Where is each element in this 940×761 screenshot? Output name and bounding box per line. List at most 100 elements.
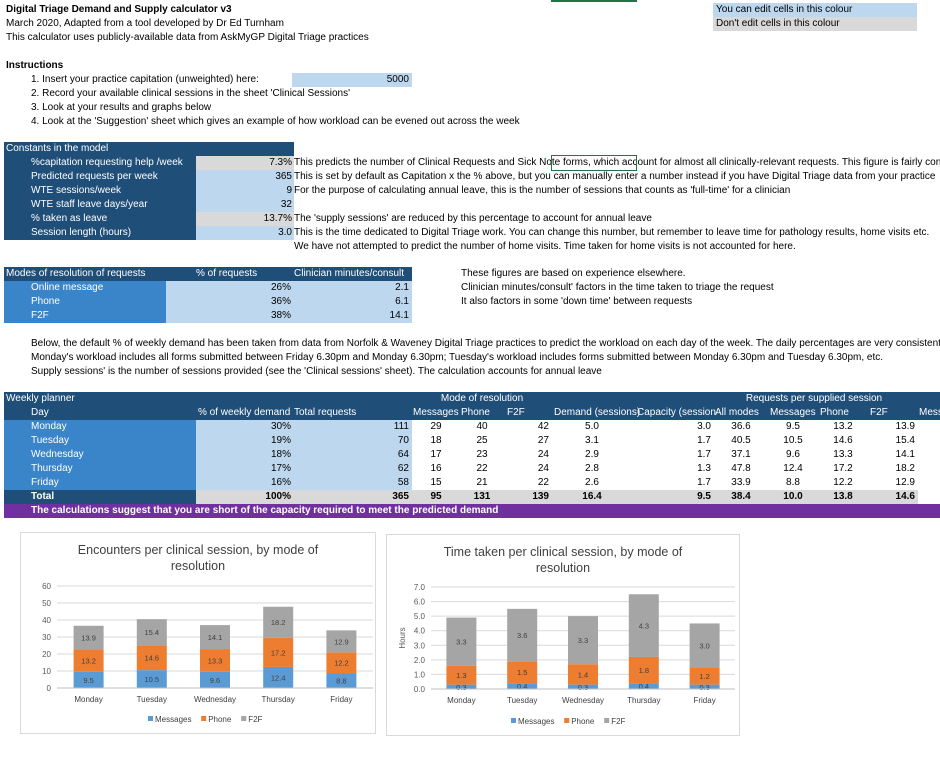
planner-cell-pct: 100% [196, 490, 294, 504]
bar-segment [568, 616, 598, 665]
planner-cell-msg: 29 [430, 421, 442, 432]
data-label: 13.9 [81, 634, 96, 643]
planner-cell-f2f: 24 [537, 463, 549, 474]
bar-segment [689, 667, 720, 685]
instruction-step-3: 3. Look at your results and graphs below [31, 102, 212, 113]
data-label: 3.0 [699, 641, 709, 650]
bar-segment [689, 684, 720, 689]
mode-minutes[interactable]: 14.1 [294, 309, 412, 323]
legend-swatch [604, 718, 610, 723]
planner-cell-capacity: 1.7 [697, 435, 711, 446]
planner-title-row [4, 392, 940, 406]
bar-segment [568, 664, 598, 685]
data-label: 0.3 [578, 683, 588, 692]
mode-label: F2F [4, 309, 166, 323]
planner-cell-rf2f: 15.4 [895, 435, 915, 446]
y-tick-label: 0.0 [414, 685, 426, 694]
planner-cell-pct[interactable]: 17% [196, 462, 294, 476]
planner-cell-rmsg: 12.4 [783, 463, 803, 474]
planner-header: Capacity (session [637, 407, 716, 418]
data-label: 1.5 [517, 668, 527, 677]
planner-cell-msg: 16 [430, 463, 442, 474]
planner-cell-rphone: 13.8 [818, 490, 868, 504]
planner-cell-rf2f: 13.9 [895, 421, 915, 432]
bar-segment [326, 652, 357, 674]
mode-pct[interactable]: 38% [166, 309, 294, 323]
constant-value[interactable]: 32 [196, 198, 294, 212]
selected-cell[interactable] [551, 155, 637, 171]
planner-header: F2F [507, 407, 525, 418]
bar-segment [136, 670, 167, 688]
x-tick-label: Tuesday [137, 695, 167, 704]
planner-cell-all: 36.6 [731, 421, 751, 432]
instruction-step-1: 1. Insert your practice capitation (unwe… [31, 74, 259, 85]
legend-swatch [148, 716, 153, 721]
planner-cell-rphone: 14.6 [833, 435, 853, 446]
encounters-chart[interactable]: Encounters per clinical session, by mode… [20, 532, 376, 734]
planner-cell-total: 70 [294, 434, 412, 448]
mode-minutes[interactable]: 6.1 [294, 295, 412, 309]
planner-cell-msg: 95 [412, 490, 460, 504]
planner-cell-pct[interactable]: 30% [196, 420, 294, 434]
planner-cell-f2f: 22 [537, 477, 549, 488]
data-label: 10.5 [144, 675, 159, 684]
planner-cell-rf2f: 14.1 [895, 449, 915, 460]
planner-cell-day: Tuesday [4, 434, 196, 448]
legend-label: Messages [518, 717, 554, 726]
data-label: 4.3 [639, 622, 649, 631]
planner-cell-all: 47.8 [731, 463, 751, 474]
constant-value[interactable]: 365 [196, 170, 294, 184]
planner-cell-rmsg: 10.0 [768, 490, 818, 504]
y-tick-label: 20 [42, 650, 51, 659]
mode-minutes[interactable]: 2.1 [294, 281, 412, 295]
y-tick-label: 0 [47, 684, 52, 693]
planner-header: Day [31, 407, 49, 418]
legend-swatch [511, 718, 516, 723]
legend-not-editable: Don't edit cells in this colour [713, 17, 917, 31]
planner-cell-demand: 2.8 [585, 463, 599, 474]
legend-swatch [564, 718, 570, 723]
mode-pct[interactable]: 36% [166, 295, 294, 309]
planner-cell-capacity: 3.0 [697, 421, 711, 432]
legend-label: Phone [571, 717, 595, 726]
planner-cell-msg: 18 [430, 435, 442, 446]
data-label: 12.9 [334, 637, 349, 646]
planner-cell-capacity: 1.3 [697, 463, 711, 474]
planner-cell-pct[interactable]: 19% [196, 434, 294, 448]
constant-note: This is the time dedicated to Digital Tr… [294, 227, 930, 238]
planner-cell-rphone: 13.3 [833, 449, 853, 460]
planner-cell-msg: 17 [430, 449, 442, 460]
data-label: 1.3 [456, 671, 466, 680]
instructions-heading: Instructions [6, 60, 64, 71]
constant-value[interactable]: 9 [196, 184, 294, 198]
encounters-chart-plot: 0 10 20 30 40 50 60 9.5 13.2 13.9 Monday 10.5 14.6 15… [42, 582, 373, 724]
x-tick-label: Wednesday [562, 696, 604, 705]
data-label: 0.3 [699, 683, 709, 692]
constant-note: This is set by default as Capitation x t… [294, 171, 936, 182]
planner-cell-rmsg: 9.6 [786, 449, 800, 460]
data-label: 9.6 [210, 676, 220, 685]
planner-cell-pct[interactable]: 18% [196, 448, 294, 462]
mode-pct[interactable]: 26% [166, 281, 294, 295]
x-tick-label: Wednesday [194, 695, 236, 704]
legend-label: Messages [155, 715, 191, 724]
constant-note: This predicts the number of Clinical Req… [294, 157, 940, 168]
mode-label: Online message [4, 281, 166, 295]
planner-cell-demand: 16.4 [552, 490, 632, 504]
planner-cell-msg: 15 [430, 477, 442, 488]
constant-value[interactable]: 3.0 [196, 226, 294, 240]
planner-cell-pct[interactable]: 16% [196, 476, 294, 490]
data-label: 1.8 [639, 666, 649, 675]
planner-cell-all: 33.9 [731, 477, 751, 488]
sheet-title: Digital Triage Demand and Supply calcula… [6, 4, 232, 15]
legend-swatch [241, 716, 247, 721]
planner-cell-total: 365 [294, 490, 412, 504]
x-tick-label: Thursday [627, 696, 660, 705]
capitation-input[interactable]: 5000 [292, 73, 412, 87]
bar-segment [200, 649, 230, 672]
x-tick-label: Monday [74, 695, 102, 704]
planner-header: F2F [870, 407, 888, 418]
planner-cell-rmsg: 9.5 [786, 421, 800, 432]
time-chart[interactable]: Time taken per clinical session, by mode… [386, 534, 740, 736]
modes-header-mins: Clinician minutes/consult [294, 267, 412, 281]
